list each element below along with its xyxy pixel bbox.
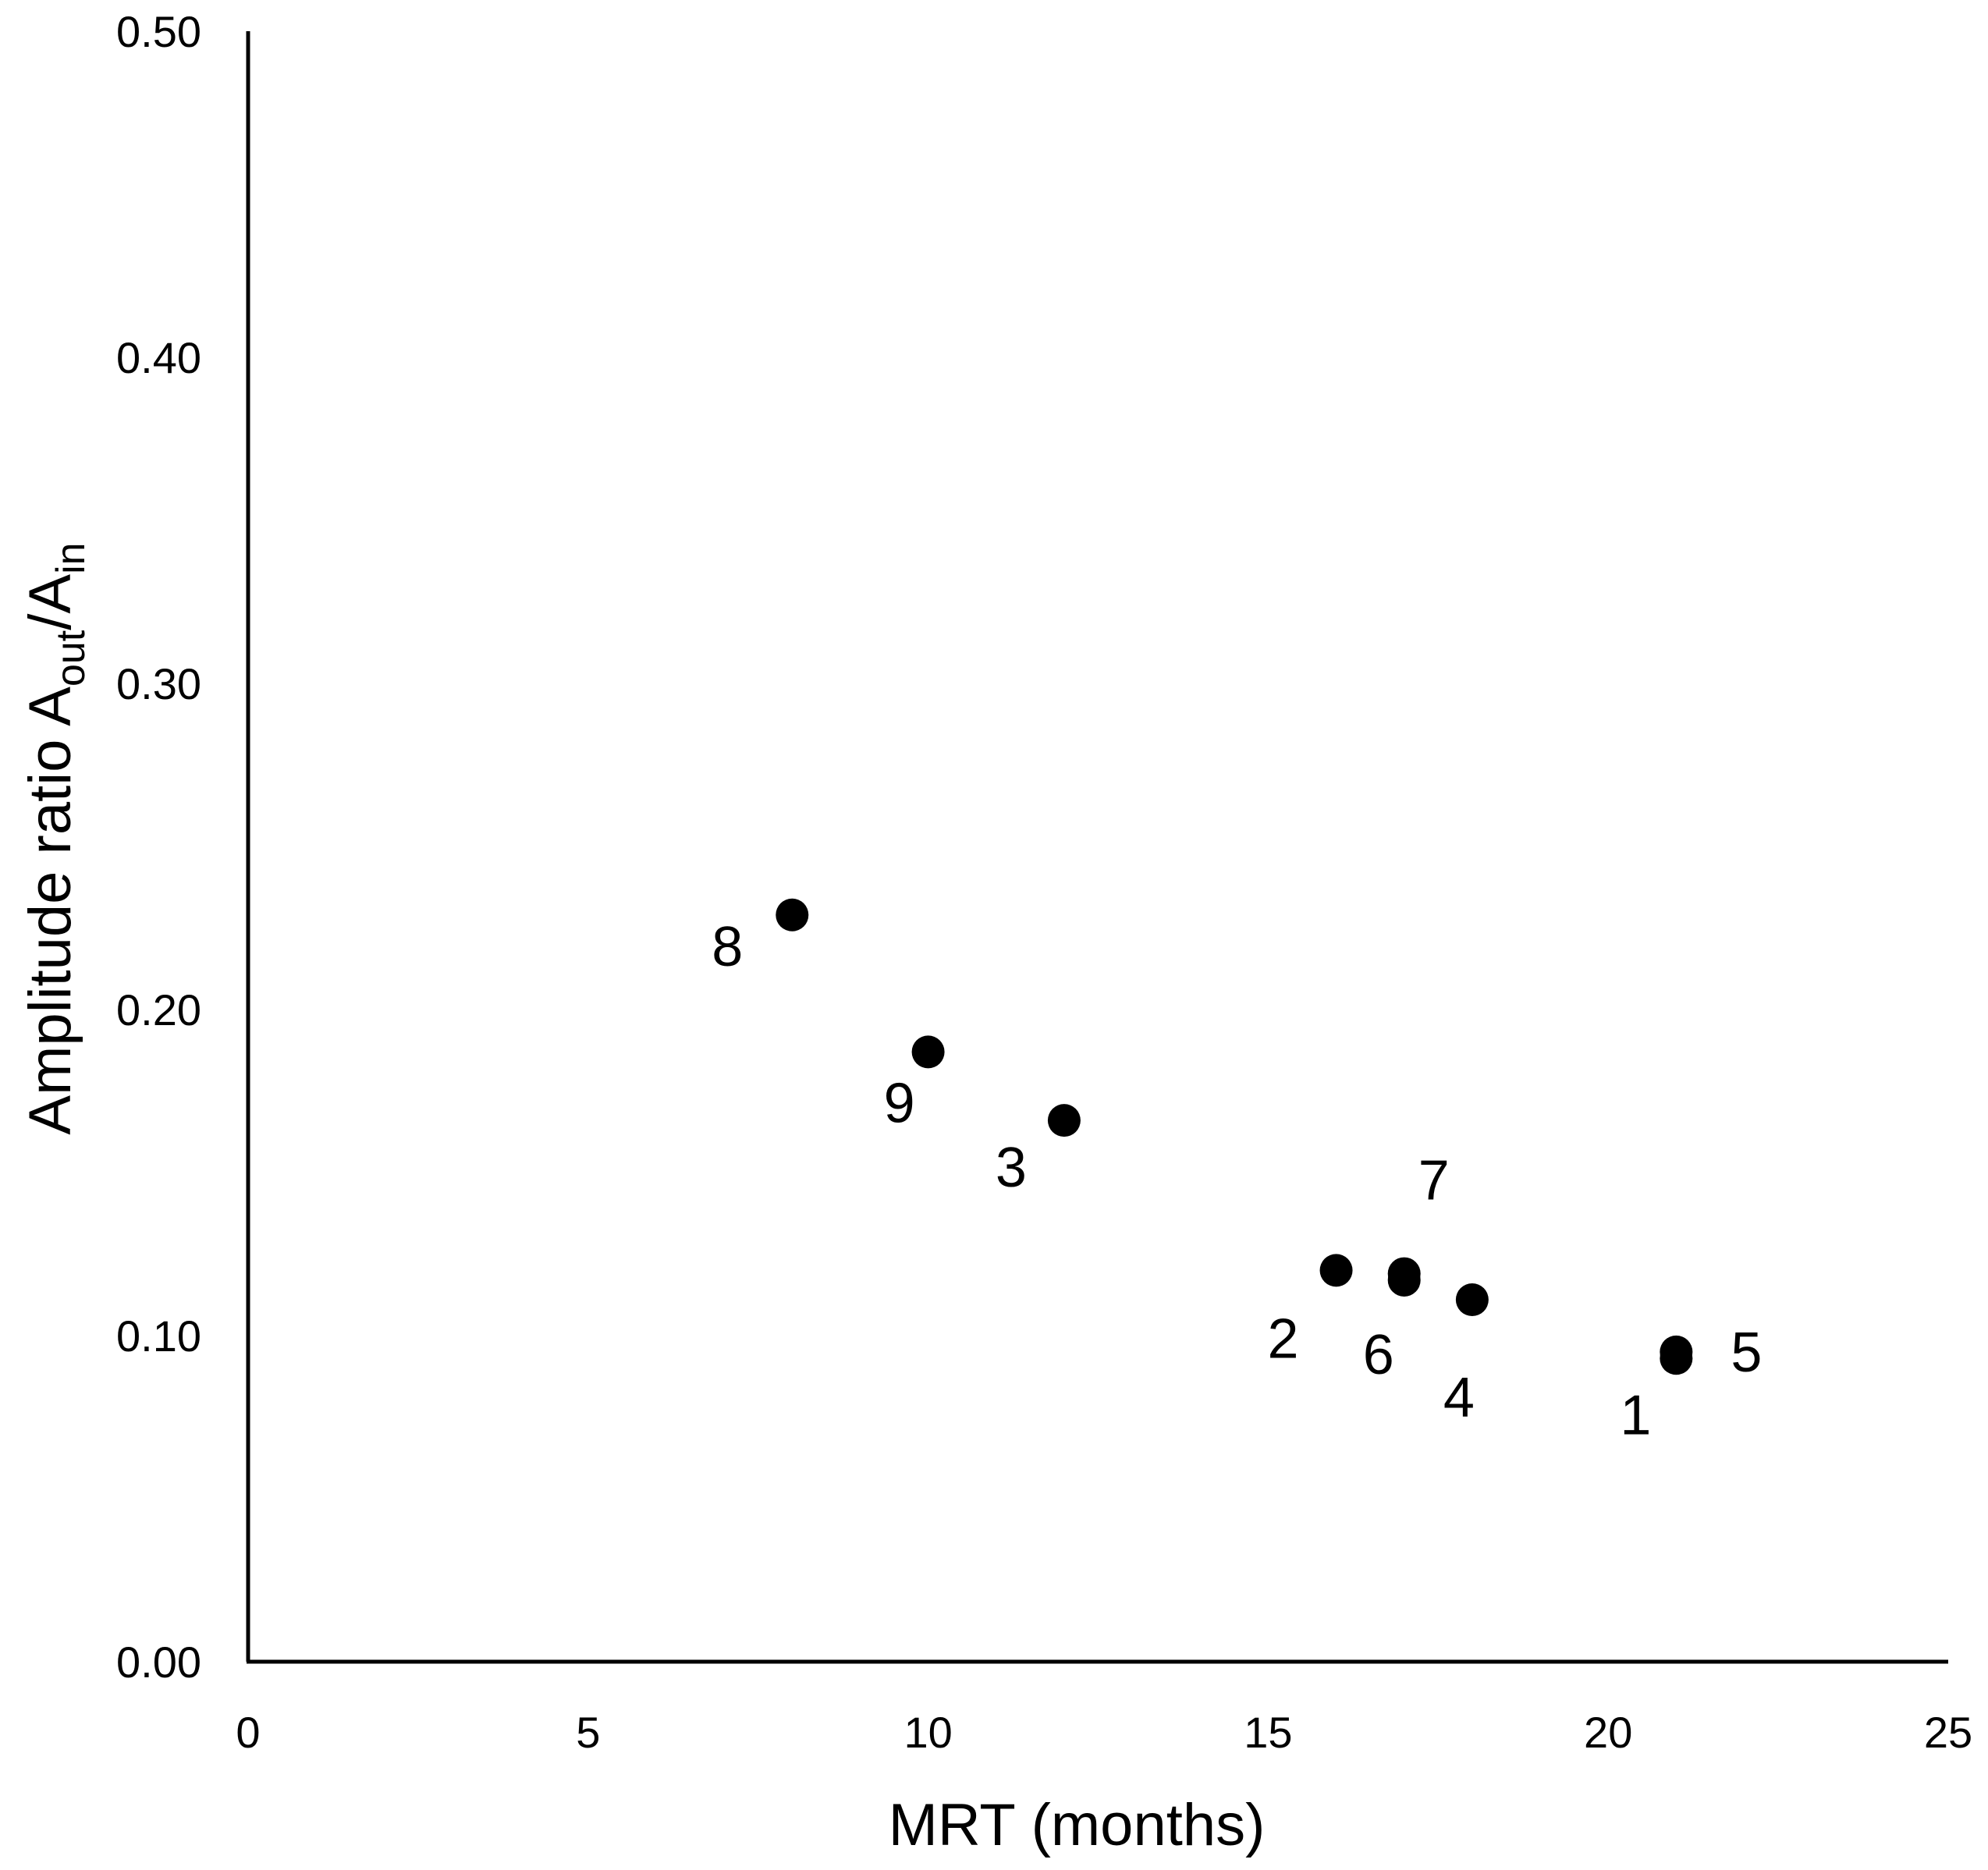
data-point-9 xyxy=(911,1035,945,1069)
y-axis-title-sub-in: in xyxy=(48,542,94,573)
data-point-7 xyxy=(1387,1257,1421,1290)
data-label-7: 7 xyxy=(1418,1150,1450,1212)
x-tick-label: 5 xyxy=(576,1708,600,1757)
y-tick-label: 0.40 xyxy=(116,333,201,382)
y-tick-labels: 0.00 0.10 0.20 0.30 0.40 0.50 xyxy=(116,7,201,1687)
y-tick-label: 0.30 xyxy=(116,659,201,708)
data-label-9: 9 xyxy=(884,1072,915,1134)
data-point-3 xyxy=(1047,1104,1081,1137)
y-tick-label: 0.10 xyxy=(116,1311,201,1361)
data-label-3: 3 xyxy=(996,1137,1027,1199)
y-tick-label: 0.50 xyxy=(116,7,201,56)
data-label-4: 4 xyxy=(1443,1367,1475,1429)
data-label-8: 8 xyxy=(712,916,743,978)
data-point-8 xyxy=(776,898,809,931)
point-labels: 1 2 3 4 5 6 7 8 9 xyxy=(712,916,1762,1446)
y-tick-label: 0.20 xyxy=(116,985,201,1034)
x-tick-label: 25 xyxy=(1924,1708,1972,1757)
data-point-2 xyxy=(1319,1254,1353,1287)
data-label-1: 1 xyxy=(1620,1384,1651,1446)
data-label-5: 5 xyxy=(1731,1322,1762,1384)
x-tick-label: 20 xyxy=(1584,1708,1632,1757)
x-tick-label: 15 xyxy=(1244,1708,1292,1757)
y-axis-title-main: Amplitude ratio A xyxy=(17,687,83,1135)
x-axis-title: MRT (months) xyxy=(889,1792,1266,1858)
y-axis-title: Amplitude ratio Aout/Ain xyxy=(17,542,94,1134)
x-tick-labels: 0 5 10 15 20 25 xyxy=(236,1708,1972,1757)
x-tick-label: 10 xyxy=(903,1708,952,1757)
y-tick-label: 0.00 xyxy=(116,1638,201,1687)
y-axis-title-slash: /A xyxy=(17,574,83,630)
axes xyxy=(246,31,1948,1664)
x-tick-label: 0 xyxy=(236,1708,260,1757)
y-axis-title-sub-out: out xyxy=(48,630,94,687)
data-point-4 xyxy=(1455,1283,1489,1317)
data-point-5 xyxy=(1660,1335,1693,1368)
data-points xyxy=(776,898,1693,1375)
data-label-6: 6 xyxy=(1363,1324,1394,1386)
data-label-2: 2 xyxy=(1268,1308,1299,1370)
